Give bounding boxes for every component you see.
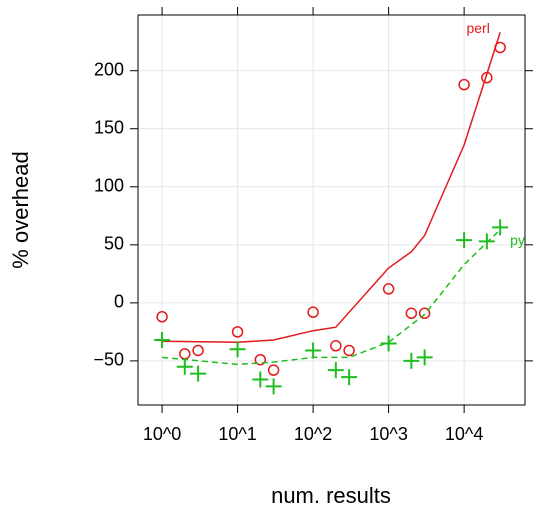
point xyxy=(403,352,420,369)
point xyxy=(192,344,204,357)
point xyxy=(305,342,322,359)
y-tick-label: 150 xyxy=(94,118,124,138)
x-tick-label: 10^2 xyxy=(294,424,332,444)
point xyxy=(231,326,244,338)
point xyxy=(380,335,397,352)
plot-area: perl pyt xyxy=(154,20,529,395)
series-label: pyt xyxy=(510,232,529,248)
point xyxy=(478,233,495,250)
x-axis-title: num. results xyxy=(271,483,391,508)
point xyxy=(492,219,509,236)
y-tick-label: 100 xyxy=(94,176,124,196)
point xyxy=(252,371,269,388)
y-tick-label: 50 xyxy=(104,234,124,254)
smooth-line xyxy=(162,32,501,344)
x-tick-label: 10^0 xyxy=(143,424,181,444)
point xyxy=(416,349,433,366)
point xyxy=(481,71,493,84)
point xyxy=(494,41,506,54)
point xyxy=(382,283,395,295)
point xyxy=(176,358,193,375)
point xyxy=(327,362,344,379)
point xyxy=(418,307,431,320)
x-tick-label: 10^4 xyxy=(445,424,483,444)
point xyxy=(341,369,358,386)
point xyxy=(330,340,342,352)
series-label: perl xyxy=(466,20,489,36)
y-tick-label: −50 xyxy=(93,350,124,370)
point xyxy=(156,311,168,323)
y-tick-label: 0 xyxy=(114,292,124,312)
frame xyxy=(137,14,526,406)
x-tick-label: 10^3 xyxy=(369,424,407,444)
point xyxy=(343,344,355,357)
y-axis-title: % overhead xyxy=(8,151,33,268)
x-tick-label: 10^1 xyxy=(218,424,256,444)
point xyxy=(154,332,171,348)
point xyxy=(254,353,267,366)
point xyxy=(179,348,191,360)
point xyxy=(307,306,319,318)
point xyxy=(190,365,207,382)
y-tick-label: 200 xyxy=(94,59,124,79)
point xyxy=(405,307,418,320)
point xyxy=(458,78,470,91)
point xyxy=(265,378,282,395)
point xyxy=(229,341,246,358)
point xyxy=(267,364,280,376)
point xyxy=(456,232,473,249)
